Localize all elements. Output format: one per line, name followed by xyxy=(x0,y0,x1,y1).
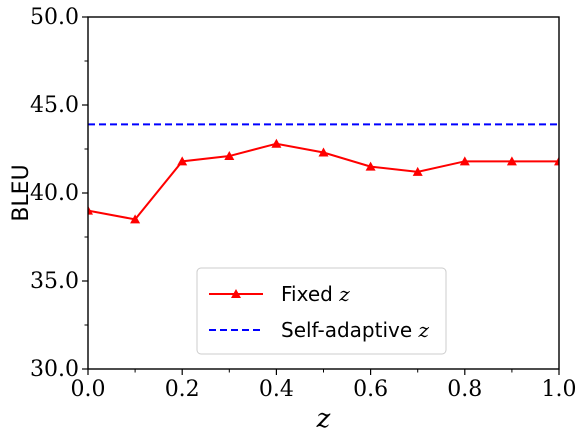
data-point-0-8 xyxy=(459,156,470,166)
legend-box xyxy=(196,267,447,355)
data-point-0-5 xyxy=(318,147,329,157)
data-point-0-7 xyxy=(412,166,423,176)
x-tick-label: 0.6 xyxy=(353,377,388,402)
y-tick-label: 45.0 xyxy=(30,93,79,118)
legend: Fixed z Self-adaptive z xyxy=(196,267,447,355)
data-point-0-9 xyxy=(506,156,517,166)
legend-label-0: Fixed z xyxy=(281,282,350,306)
x-tick-label: 0.2 xyxy=(165,377,200,402)
data-point-0-0 xyxy=(88,205,93,215)
plot-area xyxy=(88,123,559,224)
x-tick-label: 1.0 xyxy=(542,377,577,402)
y-tick-label: 40.0 xyxy=(30,181,79,206)
y-axis-title: BLEU xyxy=(9,164,34,221)
data-point-0-4 xyxy=(271,138,282,148)
y-tick-label: 30.0 xyxy=(30,357,79,382)
x-tick-label: 0.4 xyxy=(259,377,294,402)
data-point-0-10 xyxy=(554,156,559,166)
series-0 xyxy=(88,138,559,224)
x-tick-label: 0.0 xyxy=(71,377,106,402)
data-point-0-3 xyxy=(224,151,235,161)
data-point-0-2 xyxy=(177,156,188,166)
x-axis-title: z xyxy=(316,404,331,432)
y-tick-label: 35.0 xyxy=(30,269,79,294)
axes: 0.0 0.2 0.4 0.6 0.8 1.0 30.0 35.0 40.0 45.0 50.0 z B… xyxy=(9,5,577,432)
data-point-0-6 xyxy=(365,161,376,171)
y-tick-label: 50.0 xyxy=(30,5,79,30)
legend-label-1: Self-adaptive z xyxy=(281,318,430,342)
x-tick-label: 0.8 xyxy=(447,377,482,402)
legend-marker-0 xyxy=(231,289,241,298)
data-point-0-1 xyxy=(130,214,141,224)
